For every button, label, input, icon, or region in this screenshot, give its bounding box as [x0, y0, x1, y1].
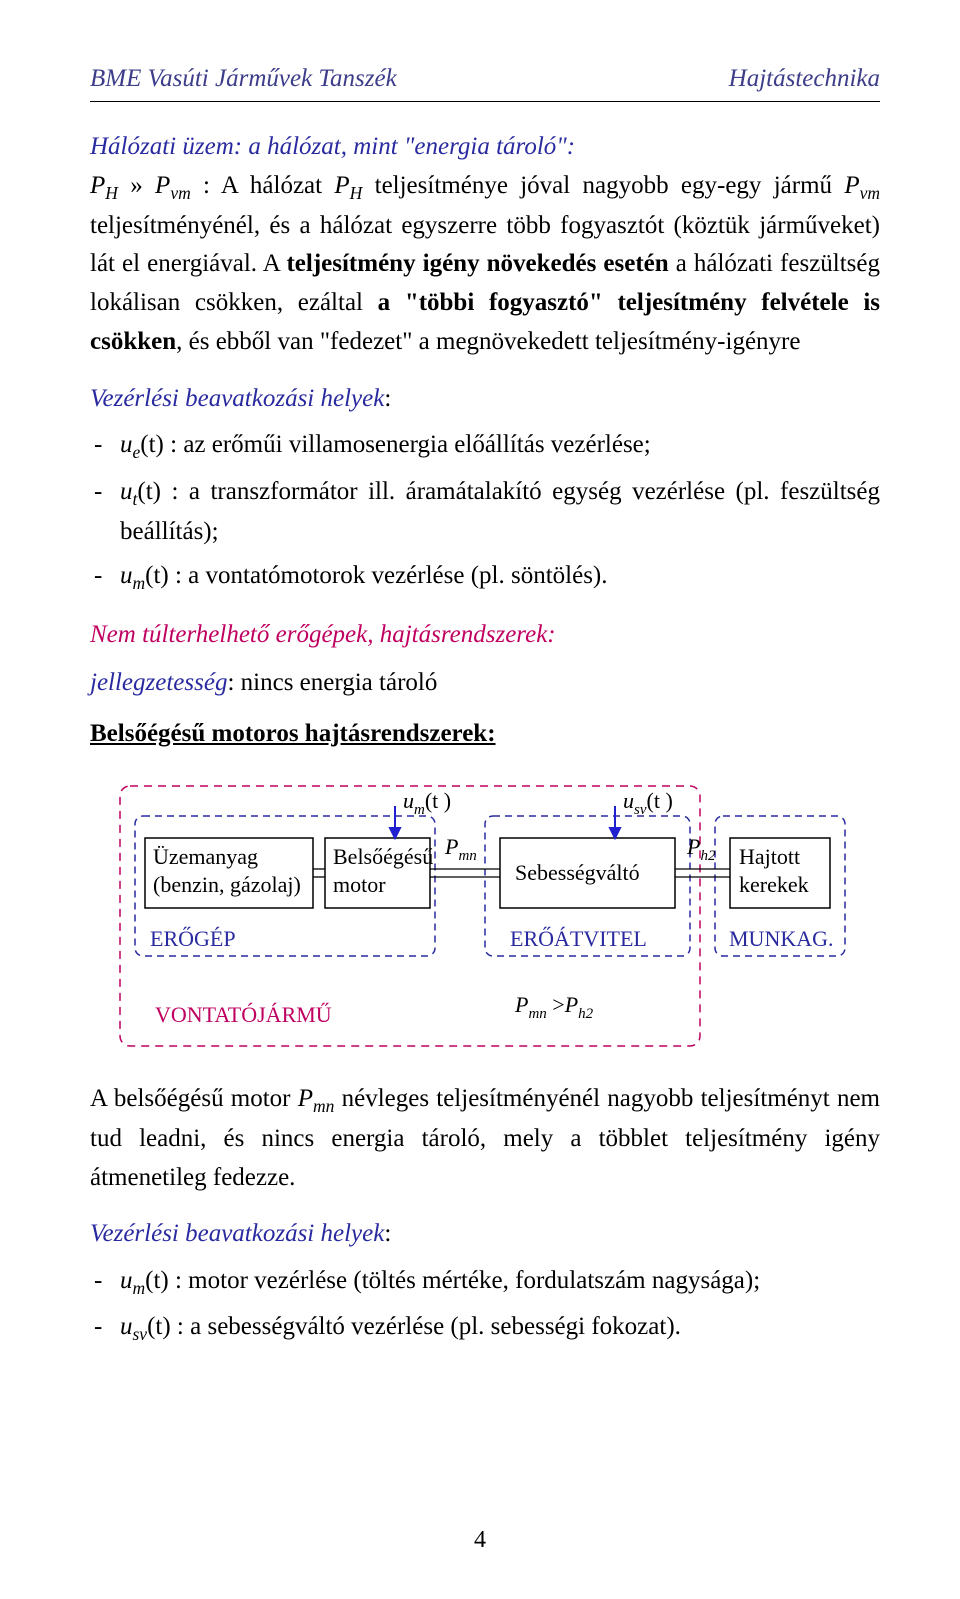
- list-item: ue(t) : az erőműi villamosenergia előáll…: [90, 426, 880, 466]
- control-points-list-2: um(t) : motor vezérlése (töltés mértéke,…: [90, 1262, 880, 1348]
- sym-Pmn: Pmn: [298, 1085, 335, 1112]
- jelleg-rest: : nincs energia tároló: [227, 669, 437, 696]
- vbh-label: Vezérlési beavatkozási helyek: [90, 385, 384, 412]
- heading-vbh-2: Vezérlési beavatkozási helyek:: [90, 1215, 880, 1254]
- paragraph-halozati-uzem: Hálózati üzem: a hálózat, mint "energia …: [90, 128, 880, 362]
- page-header: BME Vasúti Járművek Tanszék Hajtástechni…: [90, 60, 880, 102]
- list-item: usv(t) : a sebességváltó vezérlése (pl. …: [90, 1308, 880, 1348]
- sym-PH: PH: [90, 172, 118, 199]
- heading-non-overloadable: Nem túlterhelhető erőgépek, hajtásrendsz…: [90, 616, 880, 655]
- list-item: um(t) : motor vezérlése (töltés mértéke,…: [90, 1262, 880, 1302]
- sym-gg: »: [130, 172, 155, 199]
- li2-text: (t) : a transzformátor ill. áramátalakít…: [120, 478, 880, 545]
- sym-PH-2: PH: [334, 172, 362, 199]
- paragraph-ic-engine: A belsőégésű motor Pmn névleges teljesít…: [90, 1080, 880, 1198]
- vbh-label-2: Vezérlési beavatkozási helyek: [90, 1220, 384, 1247]
- t2: teljesítménye jóval nagyobb egy-egy járm…: [375, 172, 845, 199]
- jelleg-label: jellegzetesség: [90, 669, 227, 696]
- sym-um-2: um: [120, 1267, 145, 1294]
- t1: : A hálózat: [203, 172, 334, 199]
- label-um-t: um(t ): [403, 788, 451, 818]
- box4-l2: kerekek: [739, 872, 809, 897]
- list-item: ut(t) : a transzformátor ill. áramátalak…: [90, 473, 880, 552]
- sym-usv: usv: [120, 1313, 147, 1340]
- label-Pmn: Pmn: [444, 834, 477, 864]
- jellegzetesseg-line: jellegzetesség: nincs energia tároló: [90, 664, 880, 703]
- sym-um: um: [120, 562, 145, 589]
- vbh-colon: :: [384, 385, 391, 412]
- header-left: BME Vasúti Járművek Tanszék: [90, 60, 397, 99]
- sym-Pvm-2: Pvm: [844, 172, 880, 199]
- sym-Pvm: Pvm: [155, 172, 191, 199]
- box2-l2: motor: [333, 872, 386, 897]
- lead-phrase: Hálózati üzem: a hálózat, mint "energia …: [90, 133, 575, 160]
- control-points-list-1: ue(t) : az erőműi villamosenergia előáll…: [90, 426, 880, 597]
- header-right: Hajtástechnika: [729, 60, 880, 99]
- box1-l1: Üzemanyag: [153, 844, 258, 869]
- box4-l1: Hajtott: [739, 844, 800, 869]
- page-number: 4: [0, 1522, 960, 1559]
- list-item: um(t) : a vontatómotorok vezérlése (pl. …: [90, 557, 880, 597]
- li1-text: (t) : az erőműi villamosenergia előállít…: [140, 431, 650, 458]
- p2-pre: A belsőégésű motor: [90, 1085, 298, 1112]
- label-usv-t: usv(t ): [623, 788, 673, 818]
- box1-l2: (benzin, gázolaj): [153, 872, 301, 897]
- red-heading-text: Nem túlterhelhető erőgépek, hajtásrendsz…: [90, 621, 556, 648]
- t4: teljesítmény igény növekedés esetén: [286, 250, 668, 277]
- heading-vbh-1: Vezérlési beavatkozási helyek:: [90, 380, 880, 419]
- li3-text: (t) : a vontatómotorok vezérlése (pl. sö…: [145, 562, 607, 589]
- sym-ue: ue: [120, 431, 140, 458]
- diagram-svg: Üzemanyag (benzin, gázolaj) Belsőégésű m…: [115, 776, 855, 1056]
- label-inequality: Pmn >Ph2: [514, 992, 594, 1022]
- li2-2-text: (t) : a sebességváltó vezérlése (pl. seb…: [147, 1313, 681, 1340]
- label-erogep: ERŐGÉP: [150, 926, 236, 951]
- t7: , és ebből van "fedezet" a megnövekedett…: [176, 328, 800, 355]
- box2-l1: Belsőégésű: [333, 844, 433, 869]
- label-Ph2: Ph2: [686, 834, 716, 864]
- section-title-ic-engine: Belsőégésű motoros hajtásrendszerek:: [90, 715, 880, 754]
- label-munkag: MUNKAG.: [729, 926, 834, 951]
- li2-1-text: (t) : motor vezérlése (töltés mértéke, f…: [145, 1267, 760, 1294]
- label-eroatvitel: ERŐÁTVITEL: [510, 926, 647, 951]
- vbh2-colon: :: [384, 1220, 391, 1247]
- drive-system-diagram: Üzemanyag (benzin, gázolaj) Belsőégésű m…: [90, 776, 880, 1056]
- box3-label: Sebességváltó: [515, 860, 640, 885]
- sym-ut: ut: [120, 478, 137, 505]
- label-vontatojarmu: VONTATÓJÁRMŰ: [155, 1002, 332, 1027]
